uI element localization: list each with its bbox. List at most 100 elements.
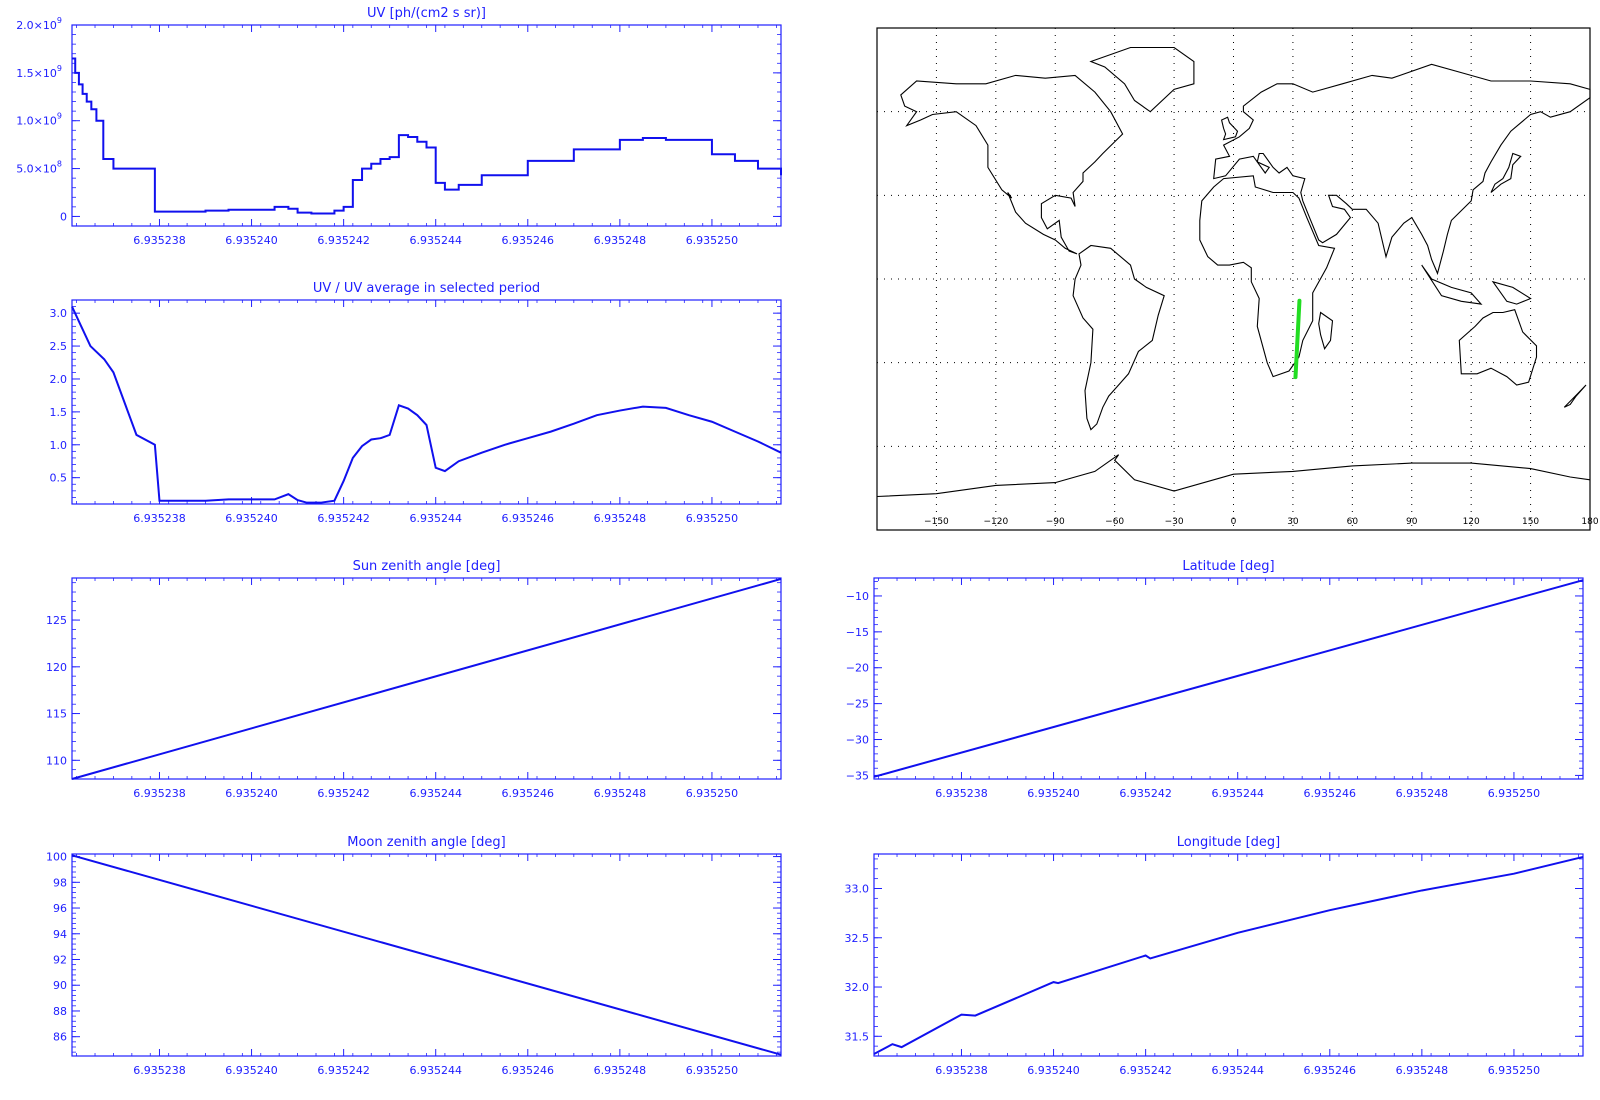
x-tick-label: 6.935244 <box>1211 1064 1264 1077</box>
x-tick-label: 6.935250 <box>686 234 739 247</box>
chart-title: UV / UV average in selected period <box>313 281 540 296</box>
y-tick-label: 32.5 <box>845 932 870 945</box>
coastline-north-america <box>900 74 1124 255</box>
map-lon-label: 30 <box>1287 517 1299 527</box>
y-tick-label: 86 <box>53 1031 67 1044</box>
y-tick-label: 1.5 <box>50 406 68 419</box>
coastline-eurasia <box>1213 63 1591 276</box>
map-lon-label: −30 <box>1165 517 1184 527</box>
x-tick-label: 6.935250 <box>1488 1064 1541 1077</box>
x-tick-label: 6.935244 <box>409 512 462 525</box>
panel-longitude: Longitude [deg] 6.935238 6.935240 6.935242 6… <box>845 835 1584 1077</box>
x-tick-label: 6.935240 <box>225 1064 278 1077</box>
chart-title: UV [ph/(cm2 s sr)] <box>367 6 486 21</box>
x-tick-label: 6.935250 <box>686 787 739 800</box>
y-tick-label: 31.5 <box>845 1030 870 1043</box>
x-tick-label: 6.935248 <box>594 234 647 247</box>
coastline-greenland <box>1089 46 1195 113</box>
y-tick-label: −30 <box>846 734 869 747</box>
x-tick-label: 6.935248 <box>594 787 647 800</box>
x-tick-label: 6.935246 <box>502 1064 555 1077</box>
x-tick-label: 6.935244 <box>409 234 462 247</box>
x-tick-label: 6.935238 <box>935 787 988 800</box>
x-tick-label: 6.935250 <box>686 1064 739 1077</box>
coastline-new-zealand <box>1563 384 1587 408</box>
y-tick-label: 32.0 <box>845 981 870 994</box>
x-tick-label: 6.935246 <box>502 512 555 525</box>
chart-title: Latitude [deg] <box>1182 559 1274 574</box>
x-tick-label: 6.935240 <box>1027 1064 1080 1077</box>
x-tick-label: 6.935238 <box>133 787 186 800</box>
x-tick-label: 6.935246 <box>1304 787 1357 800</box>
x-tick-label: 6.935242 <box>317 787 370 800</box>
chart-title: Moon zenith angle [deg] <box>347 835 505 850</box>
x-tick-label: 6.935244 <box>409 1064 462 1077</box>
map-frame <box>876 27 1591 531</box>
y-tick-label: 2.0 <box>50 373 68 386</box>
series-line <box>71 854 782 1056</box>
map-lon-label: −60 <box>1105 517 1124 527</box>
y-tick-label: −10 <box>846 590 869 603</box>
coastline-uk <box>1220 116 1239 141</box>
plot-frame <box>873 853 1584 1057</box>
x-tick-label: 6.935242 <box>317 512 370 525</box>
coastline-antarctica <box>876 454 1591 498</box>
x-tick-label: 6.935248 <box>594 1064 647 1077</box>
y-tick-label: 1.5×109 <box>16 64 62 80</box>
y-tick-label: 98 <box>53 876 67 889</box>
x-tick-label: 6.935246 <box>502 234 555 247</box>
y-tick-label: 115 <box>46 708 67 721</box>
plot-frame <box>71 299 782 505</box>
y-tick-label: 3.0 <box>50 307 68 320</box>
x-tick-label: 6.935238 <box>935 1064 988 1077</box>
x-tick-label: 6.935240 <box>225 787 278 800</box>
series-line <box>873 579 1584 778</box>
y-tick-label: 33.0 <box>845 882 870 895</box>
series-line <box>873 855 1584 1055</box>
x-tick-label: 6.935242 <box>317 234 370 247</box>
panel-uv-ratio: UV / UV average in selected period 6.9352… <box>50 281 782 525</box>
coastline-africa <box>1199 175 1336 378</box>
map-lon-label: −120 <box>983 517 1008 527</box>
coastline-madagascar <box>1318 311 1334 350</box>
x-tick-label: 6.935240 <box>1027 787 1080 800</box>
y-tick-label: 125 <box>46 614 67 627</box>
y-tick-label: 0.5 <box>50 472 68 485</box>
y-tick-label: 90 <box>53 979 67 992</box>
x-tick-label: 6.935244 <box>409 787 462 800</box>
coastline-japan <box>1490 152 1522 193</box>
y-tick-label: 110 <box>46 754 67 767</box>
orbit-track <box>1293 298 1302 380</box>
chart-title: Sun zenith angle [deg] <box>353 559 501 574</box>
coastline-australia <box>1458 309 1538 386</box>
map-lon-label: 0 <box>1231 517 1237 527</box>
x-tick-label: 6.935248 <box>594 512 647 525</box>
plot-frame <box>71 24 782 227</box>
x-tick-label: 6.935244 <box>1211 787 1264 800</box>
y-tick-label: 88 <box>53 1005 67 1018</box>
map-lon-label: −150 <box>924 517 949 527</box>
x-tick-label: 6.935242 <box>317 1064 370 1077</box>
y-tick-label: −20 <box>846 662 869 675</box>
x-tick-label: 6.935242 <box>1119 787 1172 800</box>
coastline-new-guinea <box>1491 280 1532 305</box>
map-lon-label: 180 <box>1581 517 1598 527</box>
series-line <box>71 577 782 780</box>
x-tick-label: 6.935248 <box>1396 787 1449 800</box>
coastline-south-america <box>1072 244 1165 431</box>
y-tick-label: 5.0×108 <box>16 160 62 176</box>
x-tick-label: 6.935238 <box>133 512 186 525</box>
x-tick-label: 6.935238 <box>133 1064 186 1077</box>
y-tick-label: 92 <box>53 954 67 967</box>
x-tick-label: 6.935250 <box>686 512 739 525</box>
y-tick-label: 120 <box>46 661 67 674</box>
series-line <box>71 306 782 504</box>
map-lon-label: −90 <box>1046 517 1065 527</box>
map-lon-label: 120 <box>1463 517 1480 527</box>
x-tick-label: 6.935240 <box>225 234 278 247</box>
x-tick-label: 6.935240 <box>225 512 278 525</box>
y-tick-label: 2.0×109 <box>16 16 62 32</box>
y-tick-label: −15 <box>846 626 869 639</box>
map-lon-label: 60 <box>1347 517 1359 527</box>
